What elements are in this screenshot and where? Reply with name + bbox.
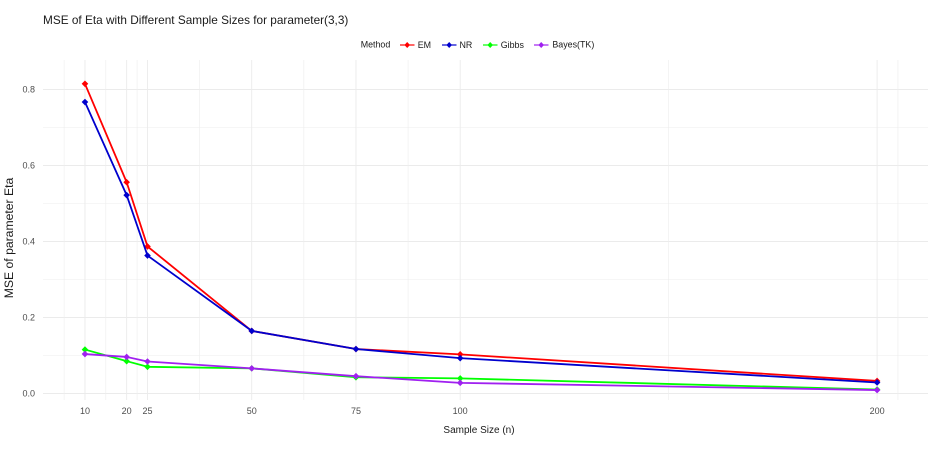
svg-text:100: 100 — [453, 406, 468, 416]
svg-text:0.4: 0.4 — [22, 237, 35, 247]
svg-text:20: 20 — [122, 406, 132, 416]
svg-text:0.0: 0.0 — [22, 389, 35, 399]
svg-text:0.8: 0.8 — [22, 85, 35, 95]
svg-text:10: 10 — [80, 406, 90, 416]
svg-text:MSE of parameter Eta: MSE of parameter Eta — [2, 177, 16, 298]
svg-text:75: 75 — [351, 406, 361, 416]
svg-text:50: 50 — [247, 406, 257, 416]
svg-text:200: 200 — [870, 406, 885, 416]
svg-text:0.6: 0.6 — [22, 161, 35, 171]
svg-text:25: 25 — [142, 406, 152, 416]
svg-text:Sample Size (n): Sample Size (n) — [443, 425, 514, 436]
svg-text:0.2: 0.2 — [22, 313, 35, 323]
